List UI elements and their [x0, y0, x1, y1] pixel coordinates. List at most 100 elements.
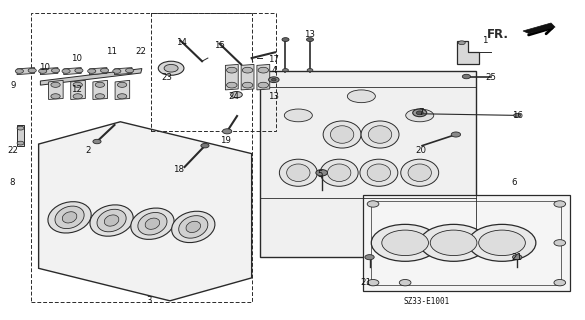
Text: 17: 17 [269, 55, 279, 64]
Circle shape [258, 82, 269, 88]
Polygon shape [17, 125, 24, 146]
Circle shape [118, 82, 127, 87]
Text: 8: 8 [9, 178, 15, 187]
Polygon shape [225, 64, 238, 90]
Text: 16: 16 [512, 111, 522, 120]
Circle shape [514, 114, 521, 117]
Text: 22: 22 [7, 146, 18, 155]
Circle shape [419, 224, 487, 261]
Polygon shape [457, 41, 479, 64]
Circle shape [367, 201, 379, 207]
Text: 7: 7 [418, 108, 424, 117]
Text: 9: 9 [11, 81, 16, 90]
Circle shape [430, 230, 477, 256]
Circle shape [371, 224, 439, 261]
Text: 22: 22 [135, 47, 146, 56]
Circle shape [17, 126, 24, 130]
Ellipse shape [55, 206, 84, 228]
Ellipse shape [131, 208, 174, 239]
Circle shape [468, 224, 536, 261]
Bar [31, 13, 252, 302]
Polygon shape [93, 80, 108, 100]
Ellipse shape [186, 221, 201, 233]
Circle shape [451, 132, 460, 137]
Ellipse shape [369, 126, 392, 143]
Text: 21: 21 [360, 278, 371, 287]
Text: 25: 25 [486, 73, 497, 82]
Polygon shape [523, 23, 555, 34]
Text: 21: 21 [512, 253, 522, 262]
Text: SZ33-E1001: SZ33-E1001 [404, 297, 450, 306]
Text: 15: 15 [214, 41, 225, 50]
Circle shape [413, 109, 426, 117]
Circle shape [126, 68, 134, 73]
Text: 20: 20 [415, 146, 426, 155]
Ellipse shape [323, 121, 361, 148]
Text: 19: 19 [220, 136, 231, 145]
Circle shape [283, 68, 288, 72]
Text: 6: 6 [511, 178, 517, 187]
Circle shape [271, 78, 276, 81]
Ellipse shape [360, 159, 398, 186]
Ellipse shape [347, 90, 376, 103]
Circle shape [462, 74, 470, 79]
Circle shape [230, 92, 242, 98]
Circle shape [113, 69, 121, 73]
Text: 13: 13 [305, 30, 315, 39]
Text: 10: 10 [39, 63, 50, 72]
Polygon shape [115, 80, 130, 100]
Circle shape [307, 68, 313, 72]
Text: 12: 12 [71, 85, 82, 94]
Circle shape [242, 67, 253, 73]
Text: 10: 10 [71, 53, 82, 62]
Ellipse shape [90, 205, 133, 236]
Ellipse shape [328, 164, 351, 181]
Ellipse shape [361, 121, 399, 148]
Circle shape [258, 67, 269, 73]
Text: 23: 23 [161, 73, 173, 82]
Ellipse shape [280, 159, 317, 186]
Circle shape [93, 139, 101, 144]
Text: 2: 2 [85, 146, 91, 155]
Ellipse shape [104, 215, 119, 226]
Circle shape [62, 69, 70, 73]
Circle shape [51, 82, 60, 87]
Circle shape [554, 240, 566, 246]
Polygon shape [49, 80, 63, 100]
Text: 11: 11 [106, 47, 117, 56]
Bar [152, 13, 276, 131]
Circle shape [400, 279, 411, 286]
Circle shape [226, 67, 237, 73]
Circle shape [28, 68, 36, 73]
Ellipse shape [138, 212, 167, 235]
Polygon shape [90, 68, 107, 75]
Text: FR.: FR. [487, 28, 508, 41]
Ellipse shape [408, 164, 431, 181]
Ellipse shape [331, 126, 354, 143]
Circle shape [95, 82, 105, 87]
Ellipse shape [145, 218, 160, 229]
Circle shape [554, 279, 566, 286]
Circle shape [95, 94, 105, 99]
Text: 5: 5 [318, 170, 324, 179]
Bar [371, 201, 561, 285]
Circle shape [242, 82, 253, 88]
Bar [363, 195, 570, 291]
Circle shape [17, 141, 24, 145]
Text: 4: 4 [271, 66, 277, 75]
Ellipse shape [320, 159, 358, 186]
Circle shape [222, 129, 232, 134]
Ellipse shape [367, 164, 391, 181]
Circle shape [75, 68, 83, 73]
Polygon shape [71, 80, 85, 100]
Polygon shape [39, 122, 252, 301]
Polygon shape [257, 64, 270, 90]
Circle shape [282, 38, 289, 42]
Ellipse shape [171, 211, 215, 243]
Circle shape [88, 69, 96, 73]
Bar [260, 71, 476, 257]
Circle shape [269, 77, 279, 83]
Circle shape [51, 94, 60, 99]
Circle shape [365, 255, 374, 260]
Text: 24: 24 [229, 92, 240, 101]
